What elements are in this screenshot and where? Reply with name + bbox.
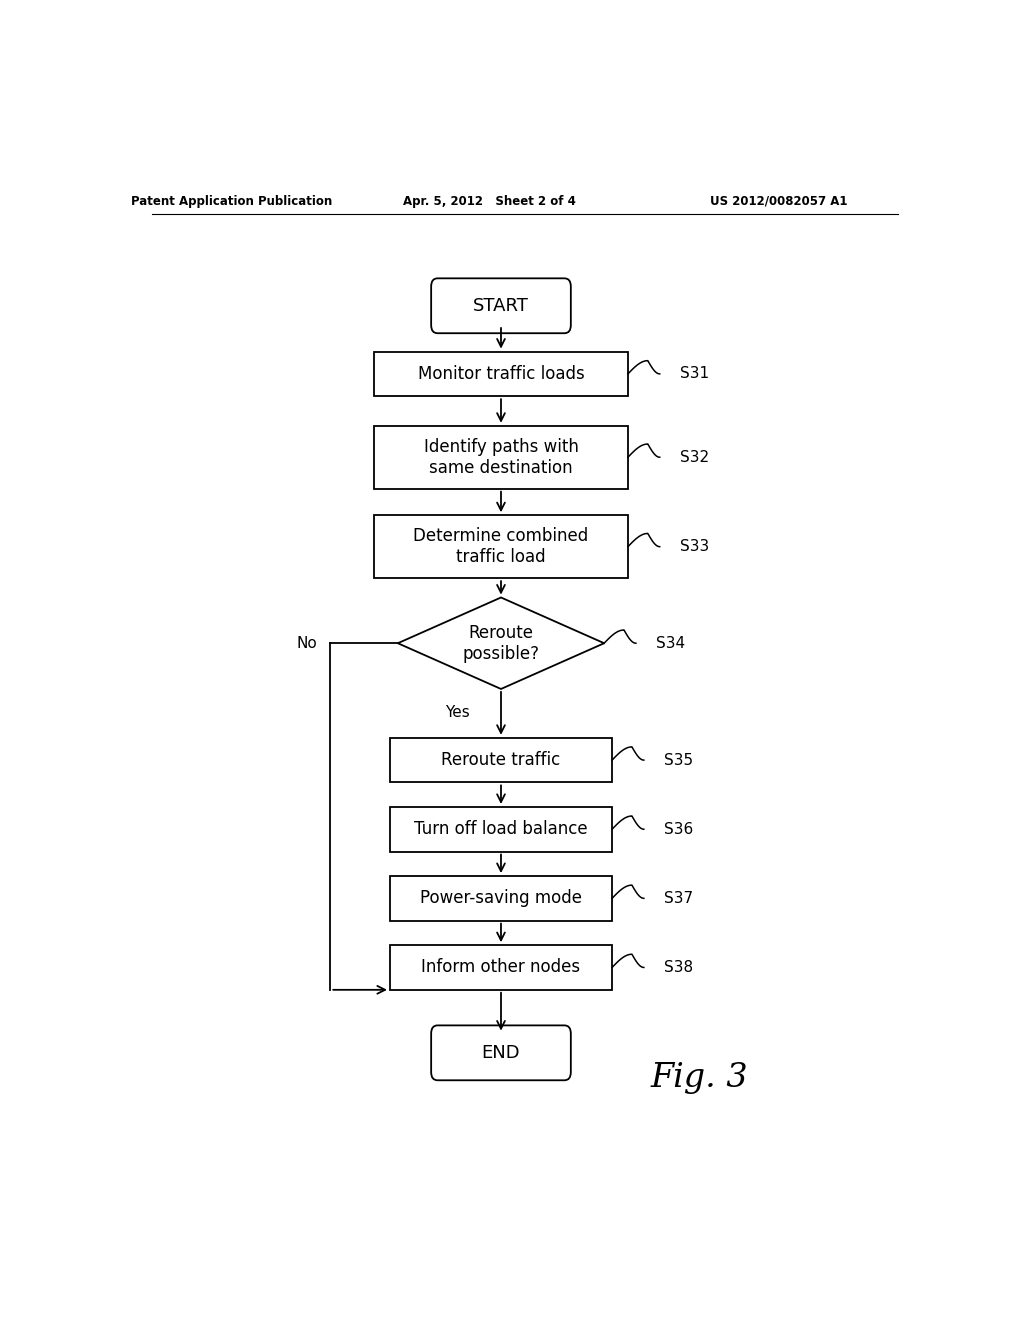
Text: Yes: Yes [445,705,470,719]
Text: Reroute
possible?: Reroute possible? [463,624,540,663]
Text: Reroute traffic: Reroute traffic [441,751,560,770]
Bar [390,738,612,783]
Bar [390,945,612,990]
Text: Monitor traffic loads: Monitor traffic loads [418,364,585,383]
Text: END: END [481,1044,520,1061]
Text: US 2012/0082057 A1: US 2012/0082057 A1 [710,194,848,207]
Bar [374,351,628,396]
Text: S32: S32 [680,450,709,465]
Text: Identify paths with
same destination: Identify paths with same destination [424,438,579,477]
Text: START: START [473,297,529,314]
Text: Fig. 3: Fig. 3 [650,1063,749,1094]
Text: Power-saving mode: Power-saving mode [420,890,582,907]
Polygon shape [397,598,604,689]
Text: S38: S38 [664,960,693,975]
Text: S31: S31 [680,367,709,381]
Text: Determine combined
traffic load: Determine combined traffic load [414,527,589,566]
FancyBboxPatch shape [431,1026,570,1080]
Text: S34: S34 [655,636,685,651]
Bar [374,426,628,488]
FancyBboxPatch shape [431,279,570,333]
Bar [390,876,612,921]
Text: S36: S36 [664,822,693,837]
Text: Inform other nodes: Inform other nodes [422,958,581,977]
Text: S35: S35 [664,752,693,768]
Text: S37: S37 [664,891,693,906]
Text: S33: S33 [680,539,709,554]
Text: Patent Application Publication: Patent Application Publication [130,194,332,207]
Text: Turn off load balance: Turn off load balance [414,820,588,838]
Text: Apr. 5, 2012   Sheet 2 of 4: Apr. 5, 2012 Sheet 2 of 4 [402,194,575,207]
Bar [374,515,628,578]
Text: No: No [296,636,317,651]
Bar [390,807,612,851]
